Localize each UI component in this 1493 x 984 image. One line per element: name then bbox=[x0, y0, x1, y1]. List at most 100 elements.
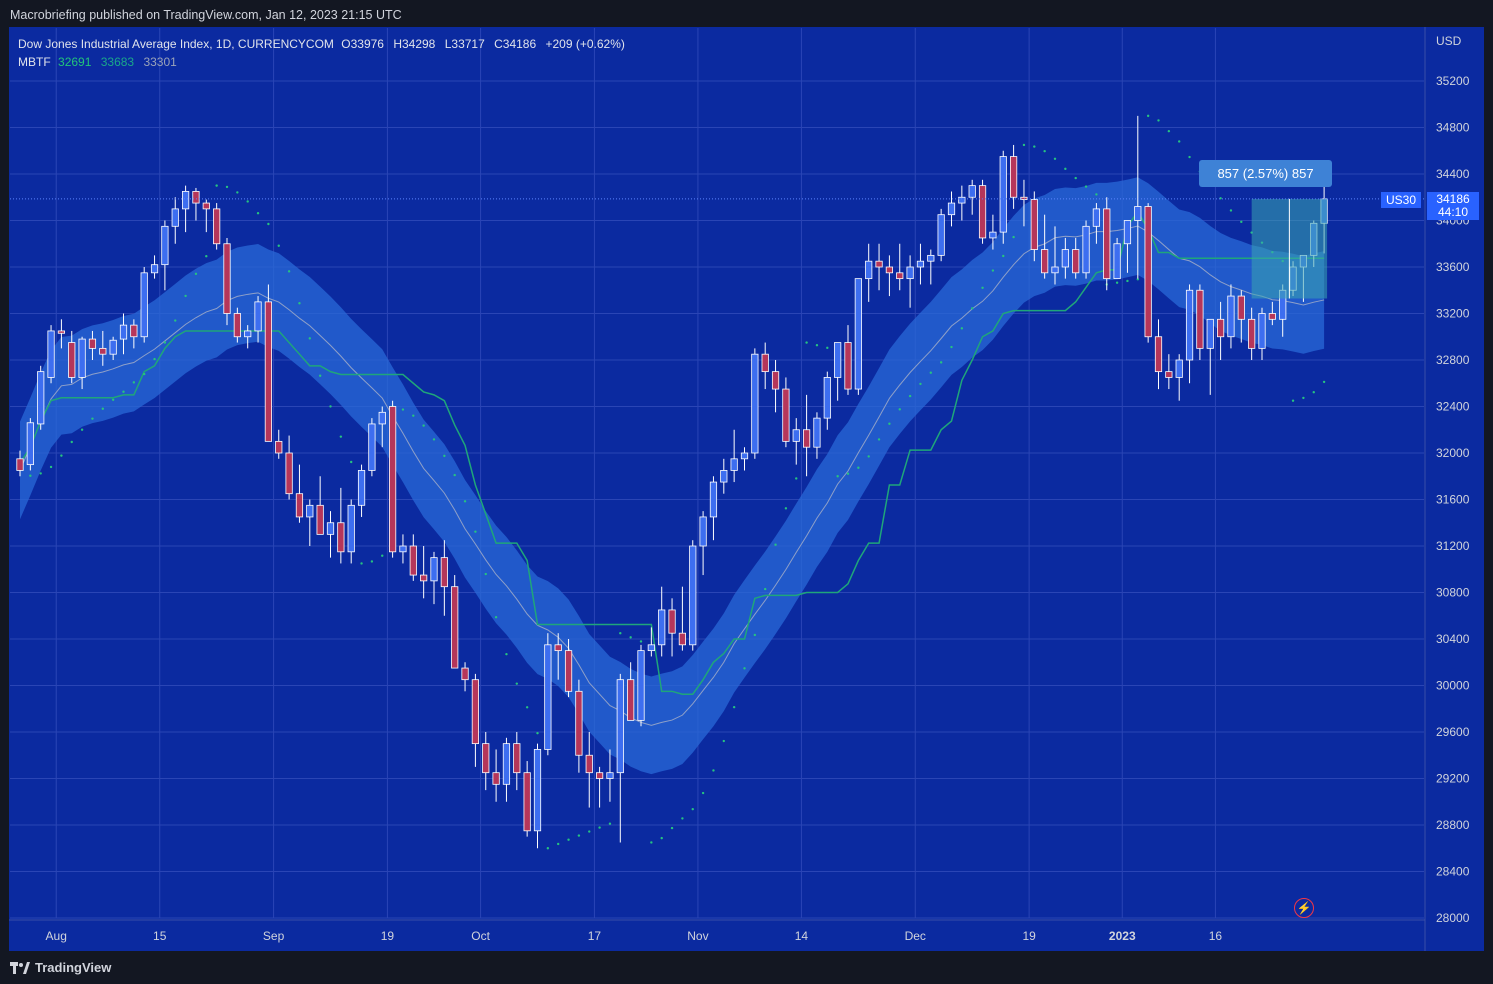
sar-dot bbox=[846, 472, 850, 475]
brand-name: TradingView bbox=[35, 960, 112, 975]
sar-dot bbox=[898, 408, 901, 411]
sar-dot bbox=[401, 408, 405, 411]
candle-body bbox=[1206, 318, 1214, 349]
candle-body bbox=[689, 545, 697, 646]
candle-body bbox=[699, 516, 707, 547]
candle-body bbox=[1072, 249, 1080, 274]
candle-body bbox=[254, 301, 262, 332]
candle-body bbox=[461, 667, 469, 681]
x-tick-label: 19 bbox=[381, 929, 395, 943]
volatility-band bbox=[20, 177, 1325, 775]
sar-dot bbox=[764, 587, 767, 591]
candle-body bbox=[171, 208, 179, 227]
candle-body bbox=[78, 338, 86, 378]
y-tick-label: 28800 bbox=[1436, 818, 1470, 832]
top-bar: Macrobriefing published on TradingView.c… bbox=[0, 0, 1493, 30]
candle-body bbox=[865, 260, 873, 280]
y-tick-label: 30400 bbox=[1436, 632, 1470, 646]
candle-body bbox=[26, 422, 34, 466]
sar-dot bbox=[1074, 176, 1077, 180]
sar-dot bbox=[722, 739, 725, 743]
candle-body bbox=[968, 185, 976, 198]
sar-dot bbox=[1053, 157, 1057, 160]
legend-high: 34298 bbox=[401, 37, 436, 51]
candle-body bbox=[761, 353, 769, 373]
candle-body bbox=[88, 338, 97, 349]
sar-dot bbox=[277, 244, 280, 247]
candle-body bbox=[658, 609, 666, 646]
y-tick-label: 31200 bbox=[1436, 539, 1470, 553]
y-tick-label: 29200 bbox=[1436, 772, 1470, 786]
sar-dot bbox=[515, 682, 518, 685]
sar-dot bbox=[298, 302, 301, 305]
sar-dot bbox=[1312, 390, 1315, 394]
candle-body bbox=[792, 429, 800, 442]
sar-dot bbox=[805, 341, 808, 344]
sar-dot bbox=[774, 543, 777, 546]
candle-body bbox=[1134, 206, 1142, 221]
x-tick-label: 14 bbox=[795, 929, 809, 943]
x-tick-label: 19 bbox=[1022, 929, 1036, 943]
sar-dot bbox=[1043, 149, 1046, 153]
x-tick-label: Nov bbox=[687, 929, 708, 943]
sar-dot bbox=[1178, 140, 1181, 143]
sar-dot bbox=[525, 706, 529, 709]
sar-dot bbox=[174, 319, 177, 322]
candle-body bbox=[523, 772, 531, 832]
sar-dot bbox=[1126, 279, 1129, 283]
sar-dot bbox=[743, 667, 746, 670]
sar-dot bbox=[80, 428, 84, 431]
candle-body bbox=[399, 545, 407, 553]
y-tick-label: 35200 bbox=[1436, 74, 1470, 88]
sar-dot bbox=[205, 254, 208, 258]
sar-dot bbox=[691, 807, 694, 811]
sar-dot bbox=[339, 435, 343, 438]
candle-body bbox=[771, 371, 780, 390]
indicator-value-1: 32691 bbox=[58, 55, 92, 69]
candle-body bbox=[368, 423, 376, 471]
y-tick-label: 32800 bbox=[1436, 353, 1470, 367]
indicator-name: MBTF bbox=[18, 55, 51, 69]
candle-body bbox=[1248, 318, 1256, 349]
candle-body bbox=[1103, 208, 1111, 280]
sar-dot bbox=[1136, 278, 1140, 281]
candle-body bbox=[99, 347, 107, 355]
sar-dot bbox=[1095, 193, 1098, 196]
candle-body bbox=[947, 202, 956, 216]
candle-body bbox=[751, 353, 759, 454]
candle-body bbox=[1175, 359, 1183, 378]
candle-body bbox=[1041, 249, 1049, 274]
sar-dot bbox=[908, 394, 912, 398]
currency-label: USD bbox=[1436, 34, 1462, 48]
sar-dot bbox=[350, 460, 353, 464]
price-range-measure[interactable]: 857 (2.57%) 857 bbox=[1199, 160, 1332, 187]
candle-body bbox=[554, 644, 562, 652]
candle-body bbox=[275, 440, 283, 454]
tradingview-logo[interactable]: TradingView bbox=[10, 960, 111, 975]
candle-body bbox=[37, 371, 45, 425]
tradingview-logo-icon bbox=[10, 961, 30, 974]
candle-body bbox=[616, 679, 624, 774]
candle-body bbox=[471, 679, 480, 745]
sar-dot bbox=[422, 424, 425, 427]
sar-dot bbox=[557, 842, 560, 846]
last-price-tag: 34186 44:10 bbox=[1427, 192, 1479, 220]
candle-body bbox=[440, 557, 448, 588]
x-tick-label: 17 bbox=[588, 929, 602, 943]
candle-body bbox=[978, 185, 987, 239]
y-tick-label: 32000 bbox=[1436, 446, 1470, 460]
candle-body bbox=[420, 574, 428, 582]
sar-dot bbox=[308, 337, 311, 340]
sar-dot bbox=[1012, 235, 1015, 239]
sar-dot bbox=[732, 705, 736, 709]
lightning-icon[interactable]: ⚡ bbox=[1294, 898, 1314, 918]
x-tick-label: 2023 bbox=[1109, 929, 1136, 943]
candle-body bbox=[492, 772, 500, 785]
sar-dot bbox=[1157, 119, 1160, 122]
candle-body bbox=[1144, 206, 1152, 338]
candle-body bbox=[295, 493, 304, 518]
candle-body bbox=[823, 377, 831, 419]
candle-body bbox=[1185, 289, 1194, 361]
sar-dot bbox=[443, 454, 446, 458]
